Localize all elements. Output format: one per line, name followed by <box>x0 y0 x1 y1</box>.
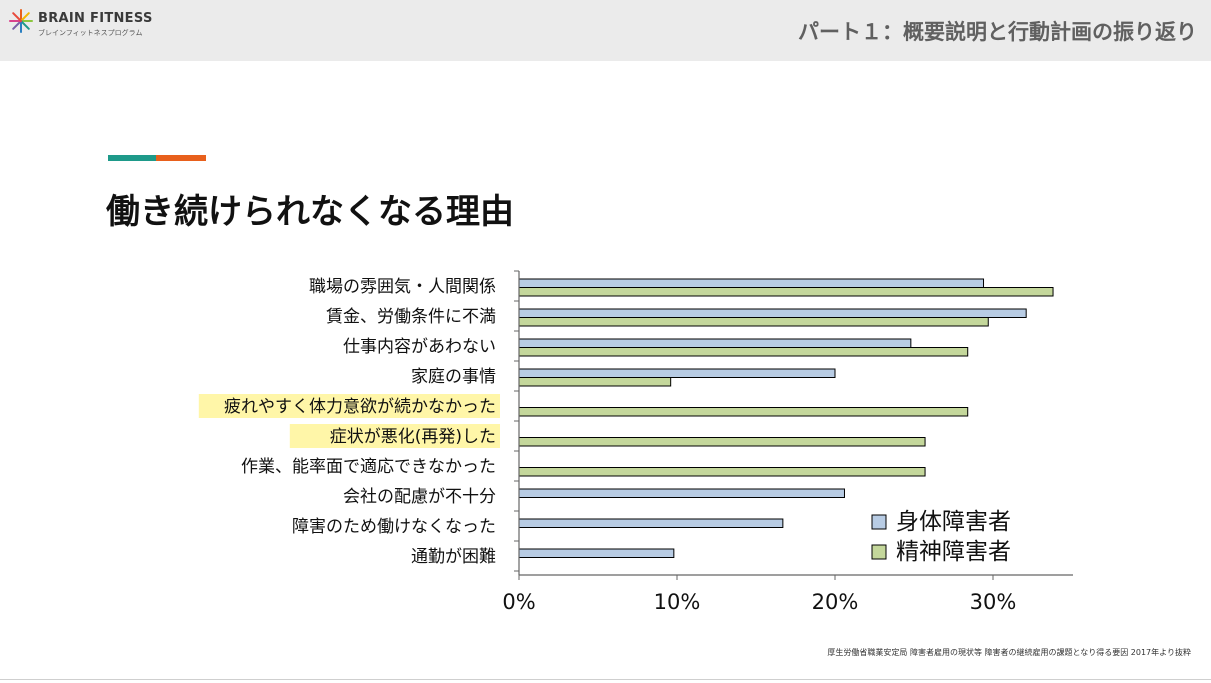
category-label: 疲れやすく体力意欲が続かなかった <box>224 397 496 417</box>
legend-swatch <box>871 544 887 560</box>
header-bar: BRAIN FITNESS ブレインフィットネスプログラム パート１：概要説明と… <box>0 0 1211 61</box>
footer-divider <box>0 679 1211 680</box>
x-tick-label: 10% <box>654 590 701 614</box>
category-label: 職場の雰囲気・人間関係 <box>309 277 496 297</box>
bar-physical <box>518 518 784 528</box>
bar-physical <box>518 338 912 348</box>
bar-mental <box>518 287 1054 297</box>
logo-subtitle: ブレインフィットネスプログラム <box>38 29 143 37</box>
bar-mental <box>518 467 926 477</box>
legend-label: 精神障害者 <box>896 539 1011 565</box>
bar-physical <box>518 488 845 498</box>
title-accent-bar <box>108 155 206 161</box>
category-highlight <box>289 424 500 448</box>
category-label: 作業、能率面で適応できなかった <box>241 457 496 477</box>
page-title: 働き続けられなくなる理由 <box>106 192 514 232</box>
source-citation: 厚生労働省職業安定局 障害者雇用の現状等 障害者の継続雇用の課題となり得る要因 … <box>827 648 1191 657</box>
bar-physical <box>518 308 1027 318</box>
bar-mental <box>518 377 672 387</box>
category-label: 障害のため働けなくなった <box>292 517 496 537</box>
section-title: パート１：概要説明と行動計画の振り返り <box>798 20 1197 44</box>
category-label: 仕事内容があわない <box>343 337 496 357</box>
bar-physical <box>518 278 985 288</box>
bar-mental <box>518 407 969 417</box>
category-label: 家庭の事情 <box>411 367 496 387</box>
category-label: 通勤が困難 <box>411 547 496 567</box>
sunburst-logo-icon <box>9 9 33 33</box>
bar-mental <box>518 347 969 357</box>
bar-physical <box>518 368 836 378</box>
category-highlight <box>198 394 501 418</box>
legend-swatch <box>871 514 887 530</box>
brain-fitness-logo[interactable]: BRAIN FITNESS ブレインフィットネスプログラム <box>6 6 166 50</box>
legend-label: 身体障害者 <box>896 509 1011 535</box>
x-tick-label: 0% <box>502 590 535 614</box>
bar-mental <box>518 317 989 327</box>
bar-physical <box>518 548 675 558</box>
x-tick-label: 30% <box>970 590 1017 614</box>
category-label: 賃金、労働条件に不満 <box>326 307 496 327</box>
accent-segment-teal <box>108 155 156 161</box>
x-tick-label: 20% <box>812 590 859 614</box>
bar-mental <box>518 437 926 447</box>
category-label: 症状が悪化(再発)した <box>330 427 496 447</box>
category-label: 会社の配慮が不十分 <box>343 487 496 507</box>
accent-segment-orange <box>156 155 206 161</box>
logo-name: BRAIN FITNESS <box>38 11 153 26</box>
